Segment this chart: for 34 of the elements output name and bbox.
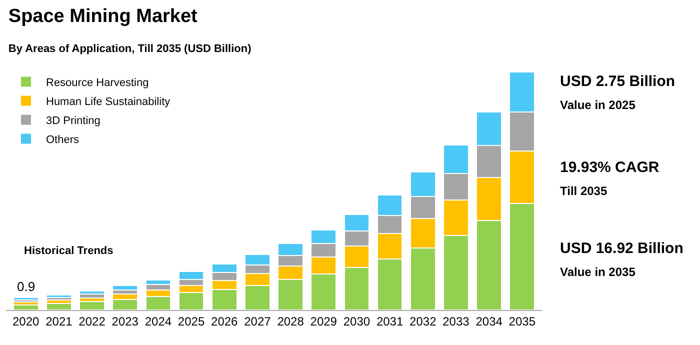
x-tick-label: 2029: [310, 314, 338, 328]
x-tick-label: 2024: [144, 314, 172, 328]
x-tick-label: 2027: [244, 314, 272, 328]
x-tick-label: 2022: [78, 314, 106, 328]
bar: [12, 297, 39, 301]
annotation: Historical Trends: [24, 245, 114, 257]
text: Value in 2025: [560, 98, 636, 112]
legend-label: 3D Printing: [46, 115, 100, 128]
annotation: 0.9: [17, 279, 36, 294]
x-tick-label: 2032: [410, 314, 437, 328]
chart-title: Space Mining Market: [8, 6, 198, 27]
legend-label: Others: [46, 134, 80, 146]
x-tick-label: 2028: [277, 314, 304, 328]
x-tick-label: 2025: [178, 314, 205, 328]
text: USD 2.75 Billion: [560, 73, 676, 90]
bar: [46, 294, 72, 298]
text: USD 16.92 Billion: [560, 240, 684, 257]
x-tick-label: 2020: [12, 314, 40, 328]
x-tick-label: 2026: [211, 314, 238, 328]
bar: [79, 290, 105, 294]
x-tick-label: 2034: [476, 314, 503, 328]
x-tick-label: 2035: [508, 314, 536, 328]
x-tick-label: 2023: [112, 314, 139, 328]
bar: [112, 284, 138, 290]
chart-subtitle: By Areas of Application, Till 2035 (USD Billion): [8, 43, 252, 56]
text: Value in 2035: [560, 265, 636, 279]
legend-label: Human Life Sustainability: [46, 96, 171, 108]
legend-label: Resource Harvesting: [46, 77, 149, 90]
x-tick-label: 2021: [46, 314, 73, 328]
x-tick-label: 2030: [343, 314, 370, 328]
text: Till 2035: [560, 184, 608, 198]
x-tick-label: 2031: [376, 314, 404, 328]
text: 19.93% CAGR: [560, 159, 660, 176]
x-tick-label: 2033: [442, 314, 470, 328]
